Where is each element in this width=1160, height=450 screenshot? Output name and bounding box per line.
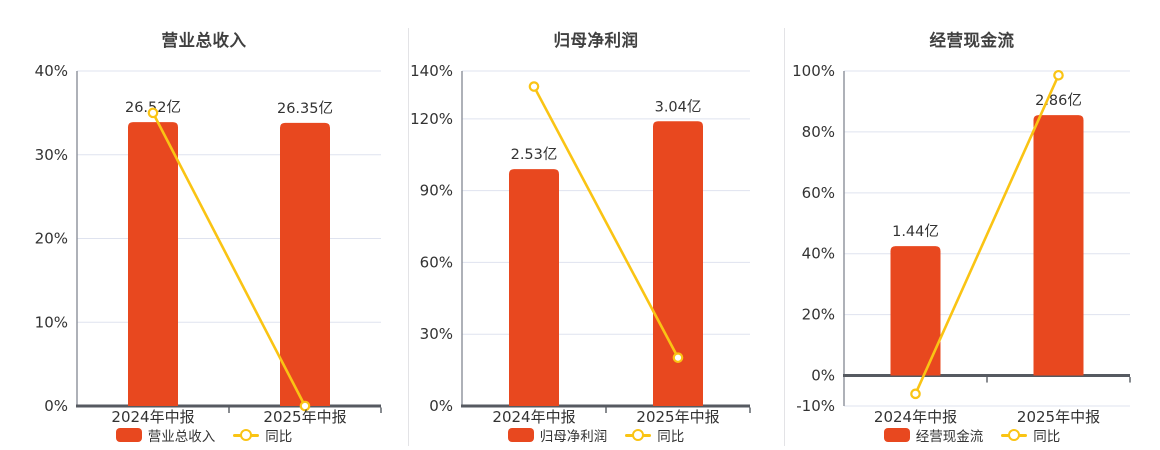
chart-panel-net-profit: 0% 30% 60% 90% 120% 140% 2.53亿 3.04亿 2024年中报 2025… bbox=[408, 0, 784, 450]
yoy-marker-2025年中报[interactable] bbox=[299, 400, 311, 412]
yoy-marker-2025年中报[interactable] bbox=[672, 352, 684, 363]
legend-item-line[interactable]: 同比 bbox=[233, 425, 292, 445]
chart-legend: 归母净利润 同比 bbox=[408, 425, 784, 445]
chart-title: 经营现金流 bbox=[929, 30, 1015, 50]
legend-label: 同比 bbox=[657, 429, 685, 445]
y-tick-label: 30% bbox=[35, 146, 68, 164]
bar-value-label: 1.44亿 bbox=[892, 223, 939, 240]
y-tick-label: 30% bbox=[420, 325, 453, 343]
chart-legend: 经营现金流 同比 bbox=[784, 425, 1160, 445]
y-tick-label: 20% bbox=[35, 230, 68, 248]
legend-item-line[interactable]: 同比 bbox=[1001, 425, 1060, 445]
line-legend-marker-icon bbox=[233, 428, 260, 442]
chart-legend: 营业总收入 同比 bbox=[0, 425, 408, 445]
yoy-marker-2025年中报[interactable] bbox=[1053, 69, 1064, 81]
legend-item-bar[interactable]: 经营现金流 bbox=[883, 425, 984, 445]
y-tick-label: 100% bbox=[792, 62, 835, 80]
y-tick-label: 80% bbox=[802, 123, 835, 141]
legend-item-line[interactable]: 同比 bbox=[625, 425, 684, 445]
legend-label: 同比 bbox=[265, 429, 293, 445]
y-tick-label: 90% bbox=[420, 182, 453, 200]
bar-2025年中报[interactable] bbox=[1033, 115, 1084, 376]
yoy-marker-2024年中报[interactable] bbox=[147, 107, 159, 119]
y-tick-label: 10% bbox=[35, 313, 68, 331]
chart-panel-operating-cashflow: -10% 0% 20% 40% 60% 80% 100% 1.44亿 2.86亿 2024年中报 2… bbox=[784, 0, 1160, 450]
bar-value-label: 2.86亿 bbox=[1035, 92, 1082, 109]
bar-legend-swatch-icon bbox=[883, 428, 910, 442]
y-tick-label: 60% bbox=[420, 253, 453, 271]
legend-label: 同比 bbox=[1033, 429, 1061, 445]
y-tick-label: 0% bbox=[811, 367, 835, 385]
x-category-label: 2025年中报 bbox=[263, 408, 346, 426]
y-tick-label: 0% bbox=[429, 397, 453, 415]
y-tick-label: 40% bbox=[802, 245, 835, 263]
panel-divider bbox=[784, 28, 785, 446]
y-tick-label: 0% bbox=[44, 397, 68, 415]
bar-value-label: 2.53亿 bbox=[511, 146, 558, 163]
y-tick-label: 40% bbox=[35, 62, 68, 80]
x-category-label: 2024年中报 bbox=[874, 408, 957, 426]
panel-divider bbox=[408, 28, 409, 446]
bar-2025年中报[interactable] bbox=[280, 122, 330, 407]
legend-item-bar[interactable]: 归母净利润 bbox=[507, 425, 608, 445]
yoy-marker-2024年中报[interactable] bbox=[910, 388, 921, 400]
chart-title: 归母净利润 bbox=[553, 30, 639, 50]
x-category-label: 2024年中报 bbox=[111, 408, 194, 426]
y-tick-label: -10% bbox=[796, 397, 835, 415]
x-category-label: 2025年中报 bbox=[1017, 408, 1100, 426]
x-category-label: 2025年中报 bbox=[636, 408, 719, 426]
bar-legend-swatch-icon bbox=[115, 428, 142, 442]
bar-value-label: 26.35亿 bbox=[277, 100, 333, 117]
yoy-line[interactable] bbox=[914, 74, 1060, 395]
bar-2024年中报[interactable] bbox=[890, 246, 941, 376]
y-tick-label: 20% bbox=[802, 306, 835, 324]
y-tick-label: 120% bbox=[410, 110, 453, 128]
bar-2024年中报[interactable] bbox=[128, 122, 178, 407]
bar-2025年中报[interactable] bbox=[653, 121, 703, 406]
legend-label: 营业总收入 bbox=[147, 429, 216, 445]
yoy-line[interactable] bbox=[151, 112, 307, 407]
bar-value-label: 3.04亿 bbox=[655, 98, 702, 115]
chart-canvas-cashflow: -10% 0% 20% 40% 60% 80% 100% 1.44亿 2.86亿 2024年中报 2… bbox=[792, 62, 1131, 426]
yoy-line[interactable] bbox=[532, 85, 680, 359]
chart-title: 营业总收入 bbox=[161, 30, 247, 50]
bar-2024年中报[interactable] bbox=[509, 169, 559, 406]
line-legend-marker-icon bbox=[1001, 428, 1028, 442]
y-tick-label: 60% bbox=[802, 184, 835, 202]
chart-canvas-net-profit: 0% 30% 60% 90% 120% 140% 2.53亿 3.04亿 2024年中报 2025… bbox=[410, 62, 751, 426]
legend-label: 归母净利润 bbox=[539, 429, 608, 445]
bar-legend-swatch-icon bbox=[507, 428, 534, 442]
legend-item-bar[interactable]: 营业总收入 bbox=[115, 425, 216, 445]
chart-panel-operating-revenue: 0%10%20%30%40%26.52亿26.35亿2024年中报2025年中报… bbox=[0, 0, 408, 450]
legend-label: 经营现金流 bbox=[915, 429, 984, 445]
y-tick-label: 140% bbox=[410, 62, 453, 80]
x-category-label: 2024年中报 bbox=[492, 408, 575, 426]
line-legend-marker-icon bbox=[625, 428, 652, 442]
yoy-marker-2024年中报[interactable] bbox=[528, 81, 540, 92]
